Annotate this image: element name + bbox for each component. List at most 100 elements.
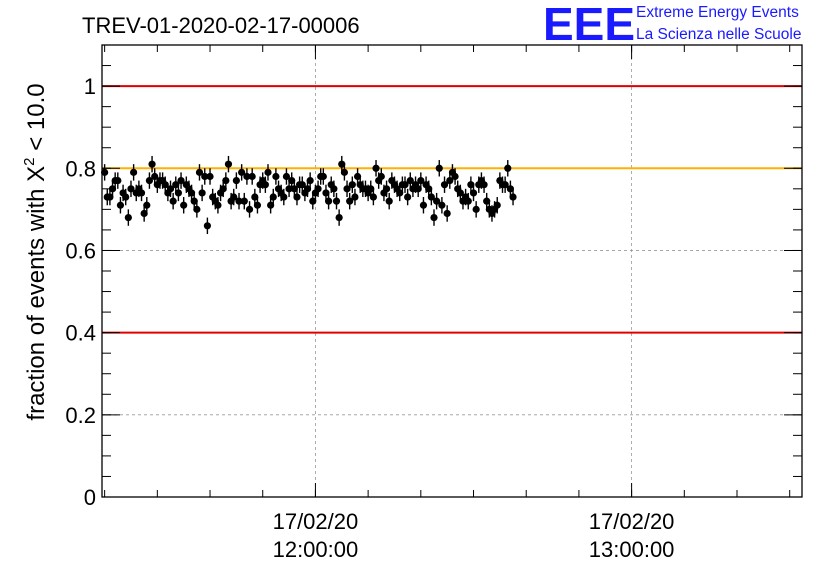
y-tick-label: 1 xyxy=(84,74,96,99)
data-point xyxy=(214,201,222,209)
x-axis-ticks: 17/02/20 12:00:00 17/02/20 13:00:00 xyxy=(104,45,791,562)
data-point xyxy=(282,172,291,181)
y-axis-label-symbol: X xyxy=(23,166,50,182)
logo-line-1: Extreme Energy Events xyxy=(636,4,799,21)
data-point xyxy=(122,193,130,201)
data-point xyxy=(348,181,356,189)
data-point xyxy=(161,181,169,189)
data-point xyxy=(433,197,441,205)
data-point xyxy=(108,185,117,193)
y-tick-label: 0.8 xyxy=(65,156,96,181)
data-point xyxy=(419,201,428,209)
data-point xyxy=(425,185,433,193)
data-point xyxy=(464,197,472,205)
data-point xyxy=(219,185,227,193)
data-point xyxy=(174,189,183,197)
data-point xyxy=(456,189,464,197)
data-point xyxy=(506,185,515,193)
data-point xyxy=(324,197,333,205)
data-point xyxy=(272,172,280,181)
x-tick-time-label: 12:00:00 xyxy=(273,537,359,562)
data-point xyxy=(346,197,354,205)
data-point xyxy=(501,181,509,189)
logo-mark: EEE xyxy=(543,0,635,50)
data-point xyxy=(472,205,480,213)
data-point xyxy=(140,209,148,218)
data-point xyxy=(248,172,256,181)
data-point xyxy=(261,181,269,189)
data-point xyxy=(367,185,375,193)
data-point xyxy=(198,189,206,197)
data-point xyxy=(269,193,277,201)
data-points xyxy=(101,155,517,235)
data-point xyxy=(180,201,188,209)
data-point xyxy=(451,172,459,181)
data-point xyxy=(351,193,359,201)
y-tick-label: 0.6 xyxy=(65,238,96,263)
data-point xyxy=(406,177,414,185)
data-point xyxy=(201,172,209,181)
data-point xyxy=(267,201,275,209)
data-point xyxy=(222,177,230,185)
y-axis-label-prefix: fraction of events with xyxy=(23,182,50,421)
data-point xyxy=(401,181,409,189)
data-point xyxy=(438,201,446,209)
data-point xyxy=(190,197,198,205)
data-point xyxy=(206,172,214,181)
data-point xyxy=(137,189,146,197)
data-point xyxy=(127,185,135,193)
data-point xyxy=(469,189,478,197)
data-point xyxy=(340,168,349,176)
data-point xyxy=(369,193,377,201)
data-point xyxy=(203,222,211,230)
data-point xyxy=(427,193,435,201)
data-point xyxy=(343,185,351,193)
data-point xyxy=(290,185,298,193)
y-axis-label-suffix: < 10.0 xyxy=(23,83,50,157)
y-axis-ticks: 0 0.2 0.4 0.6 0.8 1 xyxy=(65,44,802,510)
data-point xyxy=(195,168,204,176)
x-tick-time-label: 13:00:00 xyxy=(589,537,675,562)
data-point xyxy=(177,177,185,185)
data-point xyxy=(417,177,425,185)
data-point xyxy=(193,205,201,213)
data-point xyxy=(335,213,343,222)
data-point xyxy=(385,197,393,205)
eee-logo: EEE Extreme Energy Events La Scienza nel… xyxy=(543,0,801,50)
data-point xyxy=(245,205,254,213)
plot-area xyxy=(102,45,802,497)
y-tick-label: 0.2 xyxy=(65,403,96,428)
data-point xyxy=(338,160,346,168)
y-axis-label-sup: 2 xyxy=(21,157,38,165)
data-point xyxy=(493,201,501,209)
data-point xyxy=(298,181,306,189)
data-point xyxy=(240,197,248,205)
data-point xyxy=(293,193,301,201)
data-point xyxy=(396,189,404,197)
data-point xyxy=(148,160,156,168)
data-point xyxy=(382,185,391,193)
y-tick-label: 0.4 xyxy=(65,321,96,346)
data-point xyxy=(414,185,422,193)
y-axis-label: fraction of events with X2 < 10.0 xyxy=(21,83,50,420)
data-point xyxy=(106,193,114,201)
data-point xyxy=(404,193,412,201)
data-point xyxy=(435,164,443,172)
data-point xyxy=(264,168,272,176)
data-point xyxy=(145,177,154,185)
data-point xyxy=(306,177,314,185)
data-point xyxy=(303,185,312,193)
data-point xyxy=(224,160,233,168)
data-point xyxy=(285,185,293,193)
data-point xyxy=(314,185,322,193)
data-point xyxy=(504,164,512,172)
data-point xyxy=(309,197,317,205)
data-point xyxy=(372,164,380,172)
data-point xyxy=(467,181,475,189)
data-point xyxy=(114,177,122,185)
y-tick-label: 0 xyxy=(84,485,96,510)
data-point xyxy=(353,172,362,181)
data-point xyxy=(288,177,296,185)
data-point xyxy=(251,193,259,201)
data-point xyxy=(130,168,138,176)
